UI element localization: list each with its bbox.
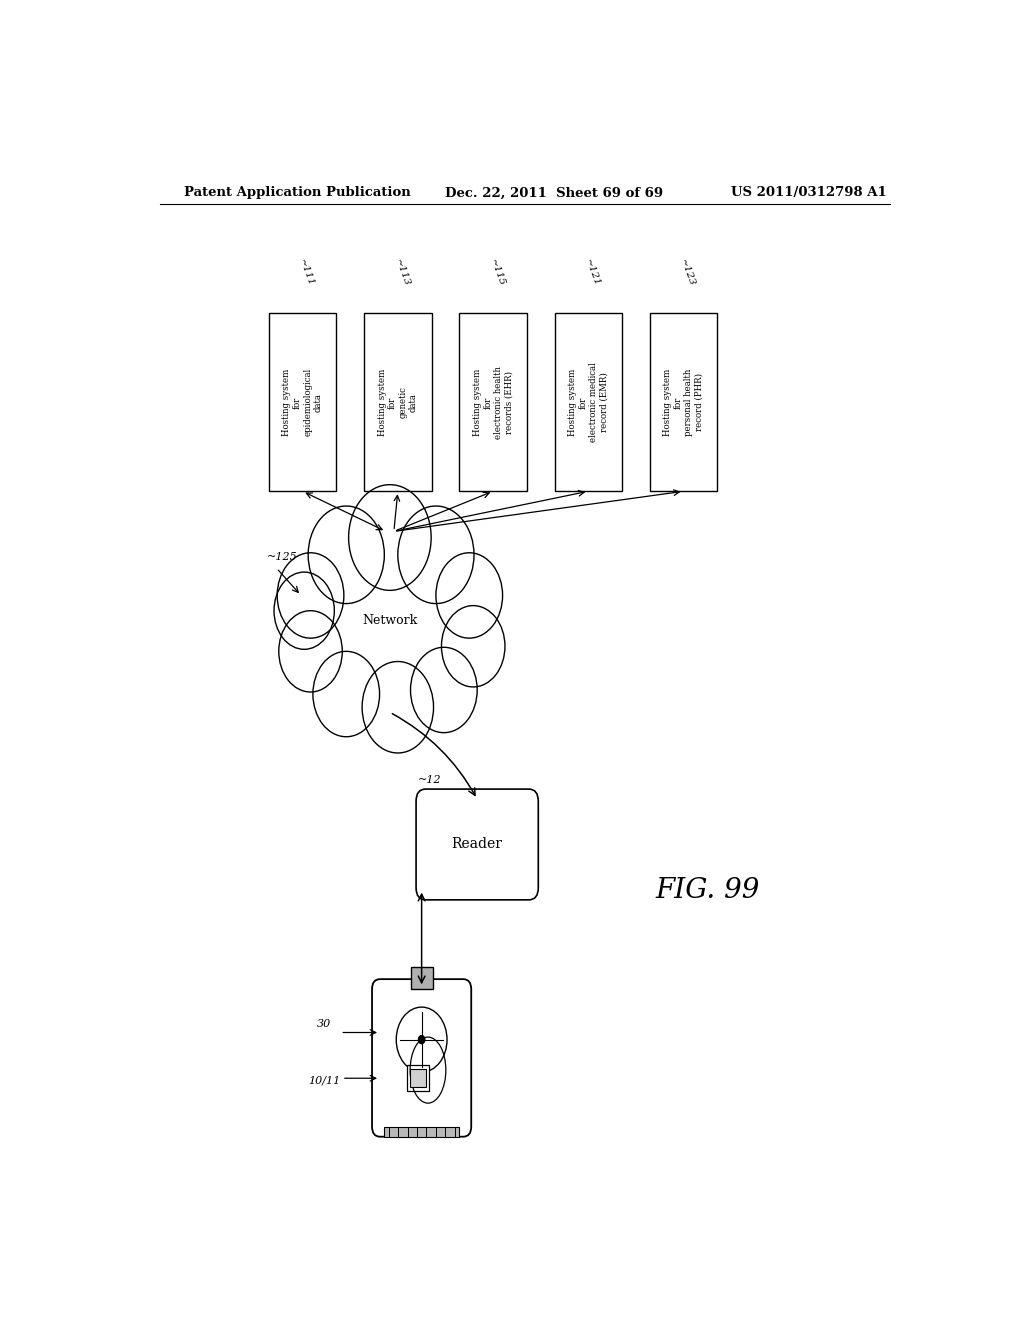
Bar: [269, 313, 336, 491]
Bar: [410, 1069, 426, 1088]
Text: ~12: ~12: [418, 775, 441, 785]
Text: Hosting system
for
genetic
data: Hosting system for genetic data: [378, 368, 418, 436]
Text: ~121: ~121: [583, 257, 601, 288]
Text: 10/11: 10/11: [308, 1076, 341, 1085]
Bar: [407, 1065, 429, 1092]
Bar: [365, 313, 431, 491]
Circle shape: [441, 606, 505, 686]
Circle shape: [411, 647, 477, 733]
Circle shape: [279, 611, 342, 692]
Text: FIG. 99: FIG. 99: [655, 876, 760, 904]
Circle shape: [278, 553, 344, 638]
Circle shape: [397, 506, 474, 603]
Text: Hosting system
for
electronic health
records (EHR): Hosting system for electronic health rec…: [473, 366, 513, 438]
Text: Reader: Reader: [452, 837, 503, 851]
Bar: [555, 313, 622, 491]
Text: Dec. 22, 2011  Sheet 69 of 69: Dec. 22, 2011 Sheet 69 of 69: [445, 186, 664, 199]
Text: Patent Application Publication: Patent Application Publication: [183, 186, 411, 199]
Circle shape: [436, 553, 503, 638]
Text: ~113: ~113: [392, 257, 411, 288]
Circle shape: [274, 572, 334, 649]
Bar: [650, 313, 717, 491]
Bar: [384, 1126, 460, 1137]
FancyBboxPatch shape: [372, 979, 471, 1137]
Text: Hosting system
for
personal health
record (PHR): Hosting system for personal health recor…: [664, 368, 703, 436]
Circle shape: [313, 651, 380, 737]
Text: Hosting system
for
electronic medical
record (EMR): Hosting system for electronic medical re…: [568, 363, 608, 442]
Text: 30: 30: [316, 1019, 331, 1030]
Text: ~125: ~125: [267, 552, 298, 562]
Circle shape: [348, 484, 431, 590]
Text: ~115: ~115: [487, 257, 506, 288]
Text: Hosting system
for
epidemiological
data: Hosting system for epidemiological data: [283, 368, 323, 437]
Circle shape: [419, 1036, 425, 1044]
Bar: [411, 968, 433, 989]
Text: Network: Network: [362, 614, 418, 627]
FancyBboxPatch shape: [416, 789, 539, 900]
Circle shape: [308, 506, 384, 603]
Text: ~123: ~123: [678, 257, 696, 288]
Bar: [460, 313, 526, 491]
Circle shape: [323, 535, 458, 708]
Circle shape: [362, 661, 433, 752]
Text: US 2011/0312798 A1: US 2011/0312798 A1: [731, 186, 887, 199]
Text: ~111: ~111: [297, 257, 315, 288]
